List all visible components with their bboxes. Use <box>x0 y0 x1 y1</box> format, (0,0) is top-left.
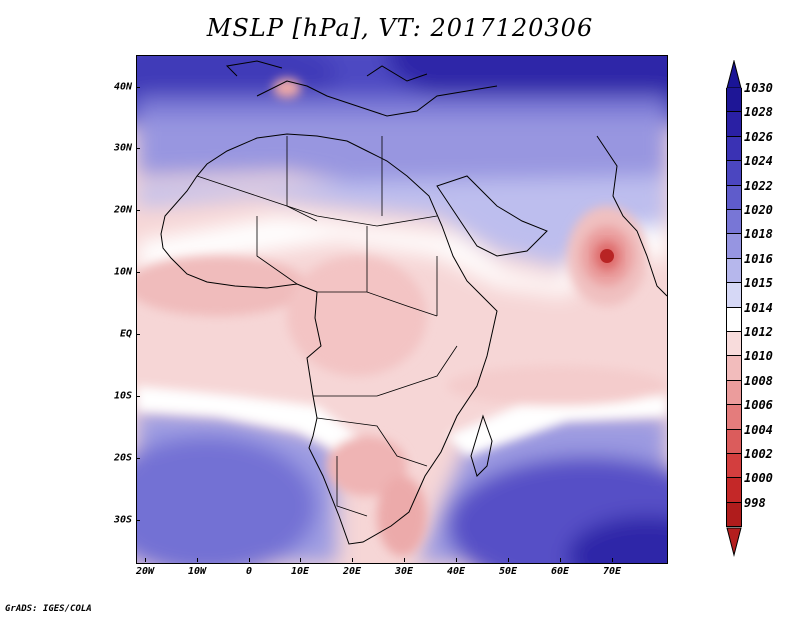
colorbar-swatch <box>726 136 742 162</box>
colorbar-swatch <box>726 161 742 186</box>
colorbar-label: 1030 <box>744 81 773 95</box>
lon-label-50e: 50E <box>498 566 518 577</box>
lon-tick <box>145 558 146 562</box>
colorbar-label: 1006 <box>744 398 773 413</box>
lon-tick <box>300 558 301 562</box>
lon-tick <box>352 558 353 562</box>
colorbar-label: 1028 <box>744 105 773 120</box>
lat-label-10s: 10S <box>113 390 132 402</box>
pressure-field <box>137 56 667 563</box>
colorbar-label: 1002 <box>744 447 773 461</box>
lat-tick <box>136 334 140 335</box>
colorbar-swatch <box>726 258 742 284</box>
grads-credit: GrADS: IGES/COLA <box>5 604 92 614</box>
colorbar-swatch <box>726 283 742 308</box>
colorbar-label: 1016 <box>744 251 773 266</box>
borders <box>196 136 458 517</box>
chart-title: MSLP [hPa], VT: 2017120306 <box>206 14 594 42</box>
colorbar-label: 1022 <box>744 178 773 193</box>
colorbar-label: 1026 <box>744 129 773 144</box>
colorbar-swatch <box>726 380 742 406</box>
colorbar-label: 1000 <box>744 471 773 486</box>
colorbar-swatch <box>726 307 742 332</box>
colorbar-swatch <box>726 210 742 235</box>
lat-label-eq: EQ <box>119 328 132 340</box>
colorbar-bottom-arrow <box>726 527 742 557</box>
lon-tick <box>456 558 457 562</box>
colorbar-swatch <box>726 502 742 528</box>
lon-label-70e: 70E <box>602 566 622 577</box>
colorbar-swatch <box>726 88 742 113</box>
lon-tick <box>508 558 509 562</box>
colorbar-swatch <box>726 185 742 210</box>
colorbar-swatch <box>726 332 742 357</box>
lat-tick <box>136 87 140 88</box>
colorbar-swatch <box>726 429 742 454</box>
colorbar-label: 1004 <box>744 422 773 437</box>
lon-label-10e: 10E <box>290 566 310 577</box>
lat-label-40n: 40N <box>113 81 132 93</box>
lon-label-60e: 60E <box>550 566 570 577</box>
lon-tick <box>560 558 561 562</box>
colorbar-swatch <box>726 405 742 430</box>
lat-label-30s: 30S <box>113 514 132 526</box>
colorbar-label: 1020 <box>744 203 773 217</box>
lat-tick <box>136 272 140 273</box>
colorbar-label: 1018 <box>744 227 773 242</box>
colorbar-label: 1008 <box>744 373 773 388</box>
lon-tick <box>249 558 250 562</box>
colorbar-label: 1012 <box>744 325 773 339</box>
colorbar-label: 998 <box>744 495 766 510</box>
colorbar-label: 1014 <box>744 300 773 315</box>
lat-tick <box>136 458 140 459</box>
lat-label-30n: 30N <box>113 142 132 154</box>
lat-label-10n: 10N <box>113 266 132 278</box>
lon-tick <box>612 558 613 562</box>
colorbar-label: 1024 <box>744 154 773 169</box>
lon-tick <box>404 558 405 562</box>
lat-label-20n: 20N <box>113 204 132 216</box>
lon-label-0: 0 <box>245 566 253 577</box>
colorbar-label: 1010 <box>744 349 773 364</box>
lon-label-20w: 20W <box>135 566 155 577</box>
colorbar-swatch <box>726 234 742 259</box>
colorbar-swatch <box>726 356 742 381</box>
lon-label-40e: 40E <box>446 566 466 577</box>
colorbar-label: 1015 <box>744 276 773 291</box>
lon-tick <box>197 558 198 562</box>
coastlines <box>160 60 667 545</box>
lat-tick <box>136 148 140 149</box>
lon-label-10w: 10W <box>187 566 207 577</box>
lon-label-30e: 30E <box>394 566 414 577</box>
lon-label-20e: 20E <box>342 566 362 577</box>
colorbar-top-arrow <box>726 60 742 89</box>
colorbar-swatch <box>726 454 742 479</box>
lat-tick <box>136 210 140 211</box>
lat-label-20s: 20S <box>113 452 132 464</box>
lat-tick <box>136 396 140 397</box>
colorbar-swatch <box>726 112 742 137</box>
pressure-map <box>136 55 668 564</box>
lat-tick <box>136 520 140 521</box>
colorbar-swatch <box>726 478 742 503</box>
